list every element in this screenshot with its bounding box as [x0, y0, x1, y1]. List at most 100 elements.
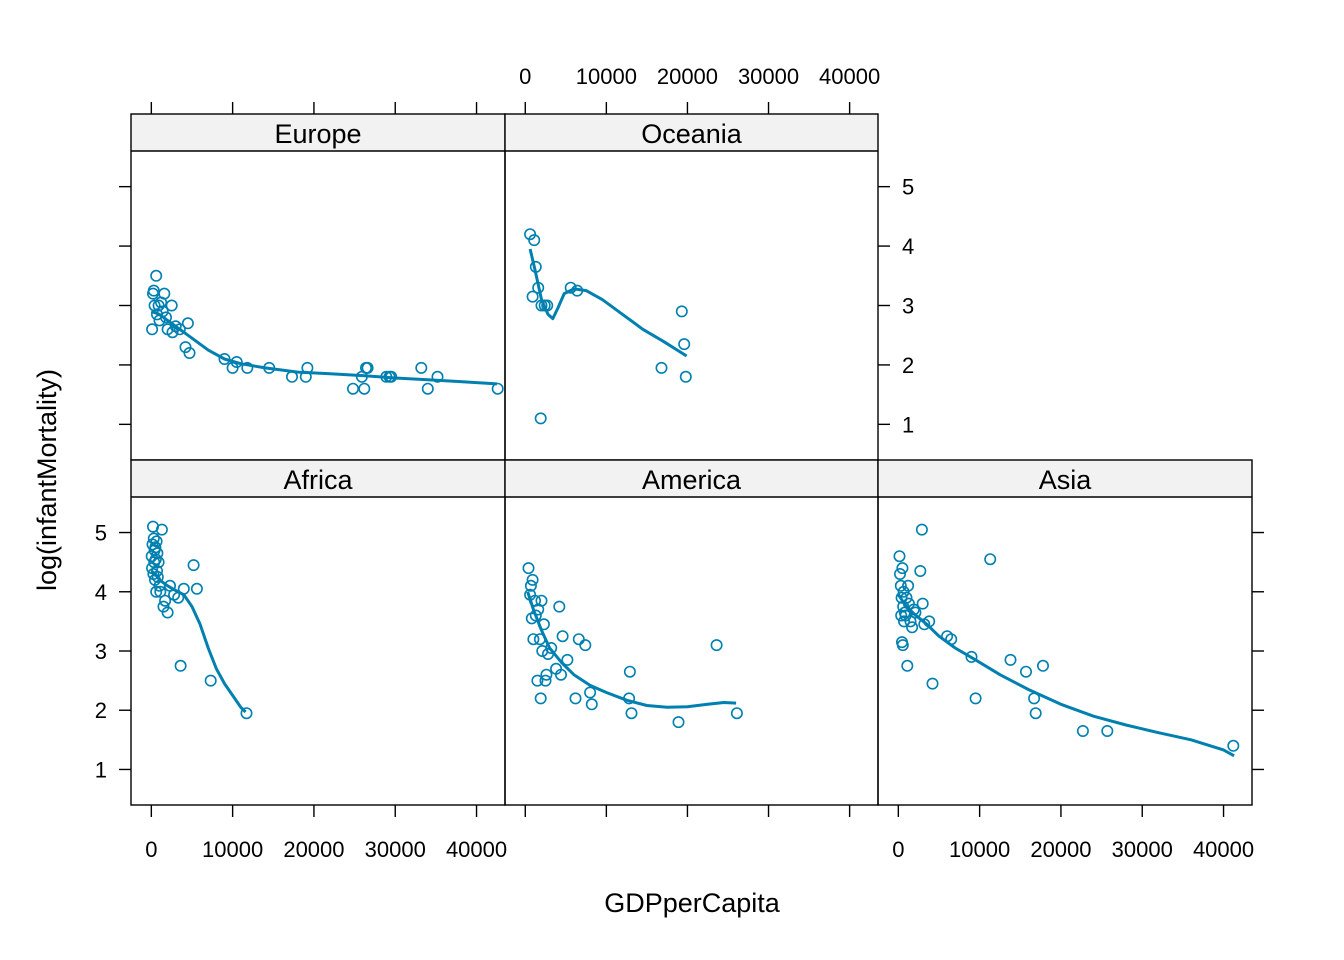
data-point	[491, 382, 504, 395]
data-point	[896, 562, 909, 575]
panel-frame-europe	[130, 113, 506, 461]
data-point	[730, 707, 743, 720]
data-point	[358, 382, 371, 395]
data-point	[537, 618, 550, 631]
data-point	[285, 370, 298, 383]
data-point	[151, 564, 164, 577]
data-point	[524, 579, 537, 592]
data-point	[655, 361, 668, 374]
data-point	[545, 641, 558, 654]
data-point	[900, 591, 913, 604]
x-tick-label: 20000	[657, 64, 718, 89]
y-tick-label: 5	[95, 521, 107, 546]
data-point	[173, 323, 186, 336]
data-point	[914, 564, 927, 577]
data-point	[556, 630, 569, 643]
smooth-curve-america	[526, 591, 737, 709]
data-point	[906, 621, 919, 634]
y-tick-label: 3	[95, 639, 107, 664]
data-point	[945, 633, 958, 646]
data-point	[923, 615, 936, 628]
strip-label-africa: Africa	[283, 465, 353, 495]
strip-africa	[131, 460, 505, 497]
data-point	[897, 615, 910, 628]
data-point	[204, 674, 217, 687]
data-point	[385, 370, 398, 383]
data-point	[926, 677, 939, 690]
y-tick-label: 2	[902, 353, 914, 378]
data-point	[896, 639, 909, 652]
x-tick-label: 0	[145, 837, 157, 862]
data-point	[541, 647, 554, 660]
x-tick-label: 20000	[283, 837, 344, 862]
data-point	[159, 594, 172, 607]
data-point	[585, 698, 598, 711]
data-point	[984, 553, 997, 566]
data-point	[710, 639, 723, 652]
data-point	[263, 361, 276, 374]
data-point	[150, 535, 163, 548]
data-point	[149, 553, 162, 566]
data-point	[909, 606, 922, 619]
data-point	[218, 352, 231, 365]
x-tick-label: 30000	[1112, 837, 1173, 862]
data-point	[241, 361, 254, 374]
data-point	[625, 707, 638, 720]
panel-frame-oceania	[504, 113, 879, 461]
data-point	[1019, 665, 1032, 678]
data-point	[1037, 659, 1050, 672]
data-point	[415, 361, 428, 374]
data-point	[532, 281, 545, 294]
data-point	[895, 591, 908, 604]
data-point	[431, 370, 444, 383]
data-point	[531, 674, 544, 687]
data-point	[157, 600, 170, 613]
y-axis-title: log(infantMortality)	[32, 369, 62, 591]
data-point	[361, 361, 374, 374]
data-point	[158, 287, 171, 300]
data-point	[146, 323, 159, 336]
strip-label-oceania: Oceania	[641, 119, 743, 149]
data-point	[916, 597, 929, 610]
y-tick-label: 4	[95, 580, 107, 605]
data-point	[151, 570, 164, 583]
strip-america	[505, 460, 878, 497]
data-point	[569, 692, 582, 705]
data-point	[623, 665, 636, 678]
data-point	[299, 370, 312, 383]
x-tick-label: 20000	[1030, 837, 1091, 862]
data-point	[524, 228, 537, 241]
data-point	[564, 281, 577, 294]
data-point	[554, 668, 567, 681]
data-point	[561, 653, 574, 666]
data-point	[535, 594, 548, 607]
data-point	[160, 311, 173, 324]
data-point	[150, 269, 163, 282]
x-tick-label: 10000	[949, 837, 1010, 862]
y-tick-label: 1	[902, 412, 914, 437]
data-point	[190, 582, 203, 595]
data-point	[584, 686, 597, 699]
data-point	[183, 346, 196, 359]
data-point	[893, 550, 906, 563]
data-point	[179, 341, 192, 354]
data-point	[678, 338, 691, 351]
data-point	[1029, 707, 1042, 720]
panel-frame-america	[504, 459, 879, 806]
data-point	[172, 591, 185, 604]
data-point	[151, 547, 164, 560]
y-tick-label: 2	[95, 698, 107, 723]
data-point	[380, 370, 393, 383]
smooth-curve-europe	[150, 309, 497, 386]
data-point	[240, 707, 253, 720]
strip-oceania	[505, 114, 878, 151]
x-tick-label: 40000	[1193, 837, 1254, 862]
panel-africa: Africa 0 10000 20000 30000 40000 1 2 3 4 5	[95, 459, 507, 862]
data-point	[1004, 653, 1017, 666]
data-point	[679, 370, 692, 383]
panel-frame-africa	[130, 459, 506, 806]
data-point	[541, 299, 554, 312]
data-point	[1028, 692, 1041, 705]
data-point	[540, 668, 553, 681]
